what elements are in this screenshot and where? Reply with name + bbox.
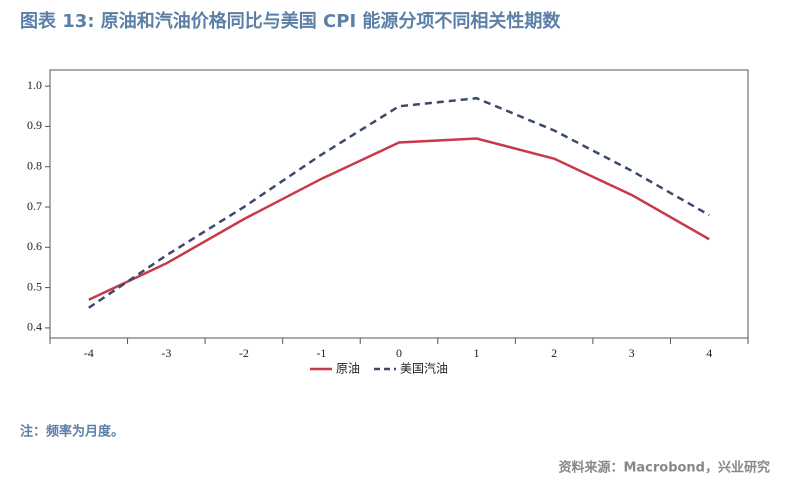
x-tick-label: -4	[84, 346, 94, 360]
x-tick-label: 3	[629, 346, 635, 360]
source: 资料来源：Macrobond，兴业研究	[558, 460, 770, 476]
y-tick-label: 0.9	[27, 118, 42, 132]
y-tick-label: 0.6	[27, 239, 42, 253]
y-tick-label: 1.0	[27, 78, 42, 92]
x-tick-label: 4	[706, 346, 712, 360]
y-tick-label: 0.5	[27, 279, 42, 293]
chart-title: 图表 13: 原油和汽油价格同比与美国 CPI 能源分项不同相关性期数	[20, 10, 561, 32]
x-tick-label: -1	[316, 346, 326, 360]
legend-label: 美国汽油	[400, 361, 448, 376]
series-line	[88, 137, 710, 301]
x-tick-label: -2	[239, 346, 249, 360]
series-line	[88, 96, 710, 309]
x-tick-label: 2	[551, 346, 557, 360]
x-tick-label: 0	[396, 346, 402, 360]
plot-frame	[49, 69, 749, 339]
note: 注：频率为月度。	[20, 424, 124, 440]
y-tick-label: 0.8	[27, 158, 42, 172]
y-tick-label: 0.7	[27, 199, 42, 213]
x-tick-label: 1	[474, 346, 480, 360]
legend-label: 原油	[336, 362, 360, 376]
x-tick-label: -3	[161, 346, 171, 360]
y-tick-label: 0.4	[27, 320, 42, 334]
